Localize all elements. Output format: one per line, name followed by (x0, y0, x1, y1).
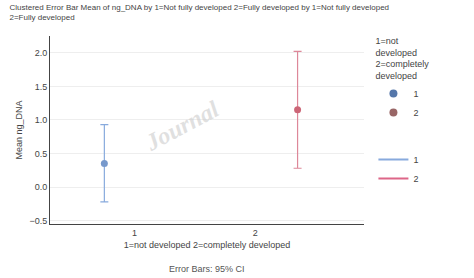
svg-text:−0.5: −0.5 (29, 216, 47, 226)
svg-text:Journal: Journal (140, 96, 223, 157)
svg-text:0.0: 0.0 (35, 182, 48, 192)
svg-text:2: 2 (413, 108, 418, 118)
svg-text:1: 1 (413, 89, 418, 99)
svg-text:2.0: 2.0 (35, 48, 48, 58)
svg-text:2: 2 (253, 228, 258, 238)
svg-text:1=notdeveloped2=completelydeve: 1=notdeveloped2=completelydeveloped (375, 36, 429, 81)
svg-text:1.0: 1.0 (35, 115, 48, 125)
svg-text:1=not developed 2=completely d: 1=not developed 2=completely developed (124, 240, 291, 250)
svg-text:1.5: 1.5 (35, 82, 48, 92)
svg-text:0.5: 0.5 (35, 149, 48, 159)
svg-text:Error Bars: 95% CI: Error Bars: 95% CI (169, 264, 245, 274)
svg-text:1: 1 (132, 228, 137, 238)
svg-text:Mean ng_DNA: Mean ng_DNA (14, 100, 24, 159)
svg-text:1: 1 (413, 155, 418, 165)
svg-text:Clustered Error Bar Mean of ng: Clustered Error Bar Mean of ng_DNA by 1=… (9, 3, 389, 22)
svg-text:2: 2 (413, 174, 418, 184)
